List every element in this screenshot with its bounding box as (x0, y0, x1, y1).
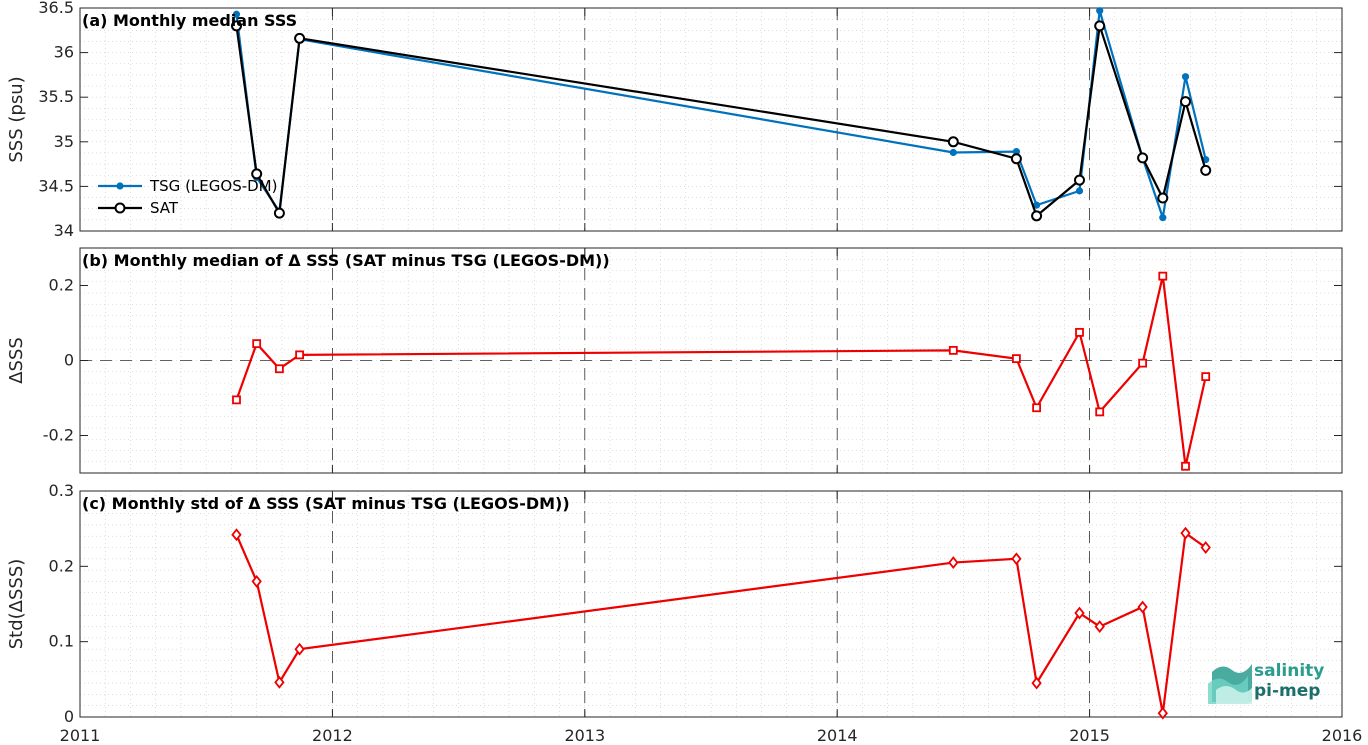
data-point (1137, 152, 1149, 164)
data-point (252, 339, 262, 349)
data-point (294, 642, 305, 656)
legend-marker (116, 182, 124, 190)
data-point (1180, 96, 1192, 108)
data-point (273, 207, 285, 219)
axes-box (79, 490, 1343, 718)
data-point (1201, 372, 1211, 382)
data-point (1074, 174, 1086, 186)
logo-text-line1: salinity (1254, 661, 1324, 681)
y-tick-label: 0 (64, 351, 74, 370)
data-point (947, 136, 959, 148)
data-point (1094, 20, 1106, 32)
data-point (251, 574, 262, 588)
y-tick-label: 0.3 (49, 481, 74, 500)
series-line-1 (235, 275, 1207, 467)
panel-title: (c) Monthly std of Δ SSS (SAT minus TSG … (82, 494, 570, 513)
data-point (274, 675, 285, 689)
panel-1: 34 34.5 35 35.5 36 36.5 SSS (psu) (a) Monthly m… (6, 0, 1343, 240)
y-tick-label: 35 (54, 132, 74, 151)
data-point (274, 364, 284, 374)
data-point (1012, 148, 1021, 156)
y-tick-label: 34.5 (38, 176, 74, 195)
data-point (1032, 201, 1041, 209)
x-tick-label: 2016 (1322, 726, 1363, 745)
data-point (1010, 153, 1022, 165)
legend-label: TSG (LEGOS-DM) (149, 177, 277, 195)
data-point (1031, 210, 1043, 222)
y-axis-label: SSS (psu) (6, 76, 27, 162)
data-point (1075, 187, 1084, 195)
x-tick-label: 2011 (60, 726, 101, 745)
panel-3: 0 0.1 0.2 0.3 2011 2012 2013 2014 2015 2016 Std(ΔS… (6, 481, 1362, 745)
logo-text-line2: pi-mep (1254, 681, 1320, 701)
y-axis-label: ΔSSS (6, 337, 27, 384)
panel-title: (a) Monthly median SSS (82, 11, 297, 30)
data-point (1200, 541, 1211, 554)
data-point (1138, 358, 1148, 368)
data-point (1095, 407, 1105, 417)
y-tick-label: 0.2 (49, 556, 74, 575)
data-point (232, 10, 241, 18)
data-point (1137, 600, 1148, 614)
panel-2: -0.2 0 0.2 ΔSSS (b) Monthly median of Δ SSS … (6, 247, 1343, 474)
data-point (1200, 164, 1212, 176)
data-point (1094, 620, 1105, 634)
data-point (1031, 676, 1042, 690)
y-tick-label: -0.2 (43, 426, 74, 445)
data-point (948, 556, 959, 570)
y-axis-label: Std(ΔSSS) (6, 559, 27, 650)
x-tick-label: 2013 (564, 726, 605, 745)
data-point (1074, 606, 1085, 620)
data-point (251, 168, 263, 180)
legend-label: SAT (150, 199, 179, 217)
logo-wave-icon-3 (1216, 686, 1252, 704)
data-point (1157, 192, 1169, 204)
data-point (1011, 552, 1022, 566)
y-tick-label: 35.5 (38, 87, 74, 106)
x-tick-label: 2015 (1069, 726, 1110, 745)
x-tick-label: 2014 (817, 726, 858, 745)
salinity-pimep-logo: salinity pi-mep (1208, 661, 1324, 704)
data-point (948, 345, 958, 355)
y-tick-label: 36.5 (38, 0, 74, 17)
data-point (295, 350, 304, 360)
data-point (1096, 7, 1104, 15)
data-point (294, 32, 306, 44)
legend-marker (114, 202, 126, 214)
data-point (1032, 403, 1041, 413)
data-point (1075, 327, 1084, 337)
data-point (1158, 271, 1168, 281)
data-point (232, 395, 241, 405)
y-tick-label: 0 (64, 707, 74, 726)
data-point (1159, 214, 1167, 222)
y-tick-label: 0.1 (49, 632, 74, 651)
data-point (1181, 461, 1190, 471)
data-point (949, 148, 957, 157)
series-line-1 (235, 531, 1207, 714)
panel-title: (b) Monthly median of Δ SSS (SAT minus T… (82, 251, 610, 270)
data-point (230, 20, 242, 32)
chart-panels: 34 34.5 35 35.5 36 36.5 SSS (psu) (a) Monthly m… (6, 0, 1362, 745)
axes-box (79, 7, 1343, 232)
legend: TSG (LEGOS-DM) SAT (98, 177, 277, 217)
data-point (1180, 526, 1191, 540)
y-tick-label: 0.2 (49, 276, 74, 295)
y-tick-label: 36 (54, 43, 74, 62)
y-tick-label: 34 (54, 221, 74, 240)
data-point (1157, 706, 1168, 720)
data-point (231, 528, 242, 542)
data-point (1012, 354, 1021, 364)
x-tick-label: 2012 (312, 726, 353, 745)
data-point (1181, 73, 1190, 81)
